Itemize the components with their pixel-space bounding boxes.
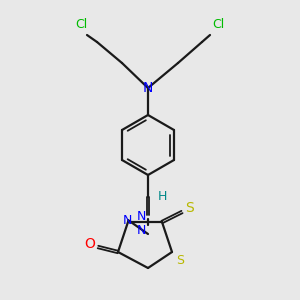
Text: H: H <box>157 190 167 202</box>
Text: S: S <box>184 201 194 215</box>
Text: N: N <box>136 209 146 223</box>
Text: N: N <box>122 214 132 227</box>
Text: O: O <box>85 237 95 251</box>
Text: S: S <box>176 254 184 266</box>
Text: N: N <box>136 224 146 236</box>
Text: Cl: Cl <box>212 19 224 32</box>
Text: N: N <box>143 81 153 95</box>
Text: Cl: Cl <box>75 19 87 32</box>
